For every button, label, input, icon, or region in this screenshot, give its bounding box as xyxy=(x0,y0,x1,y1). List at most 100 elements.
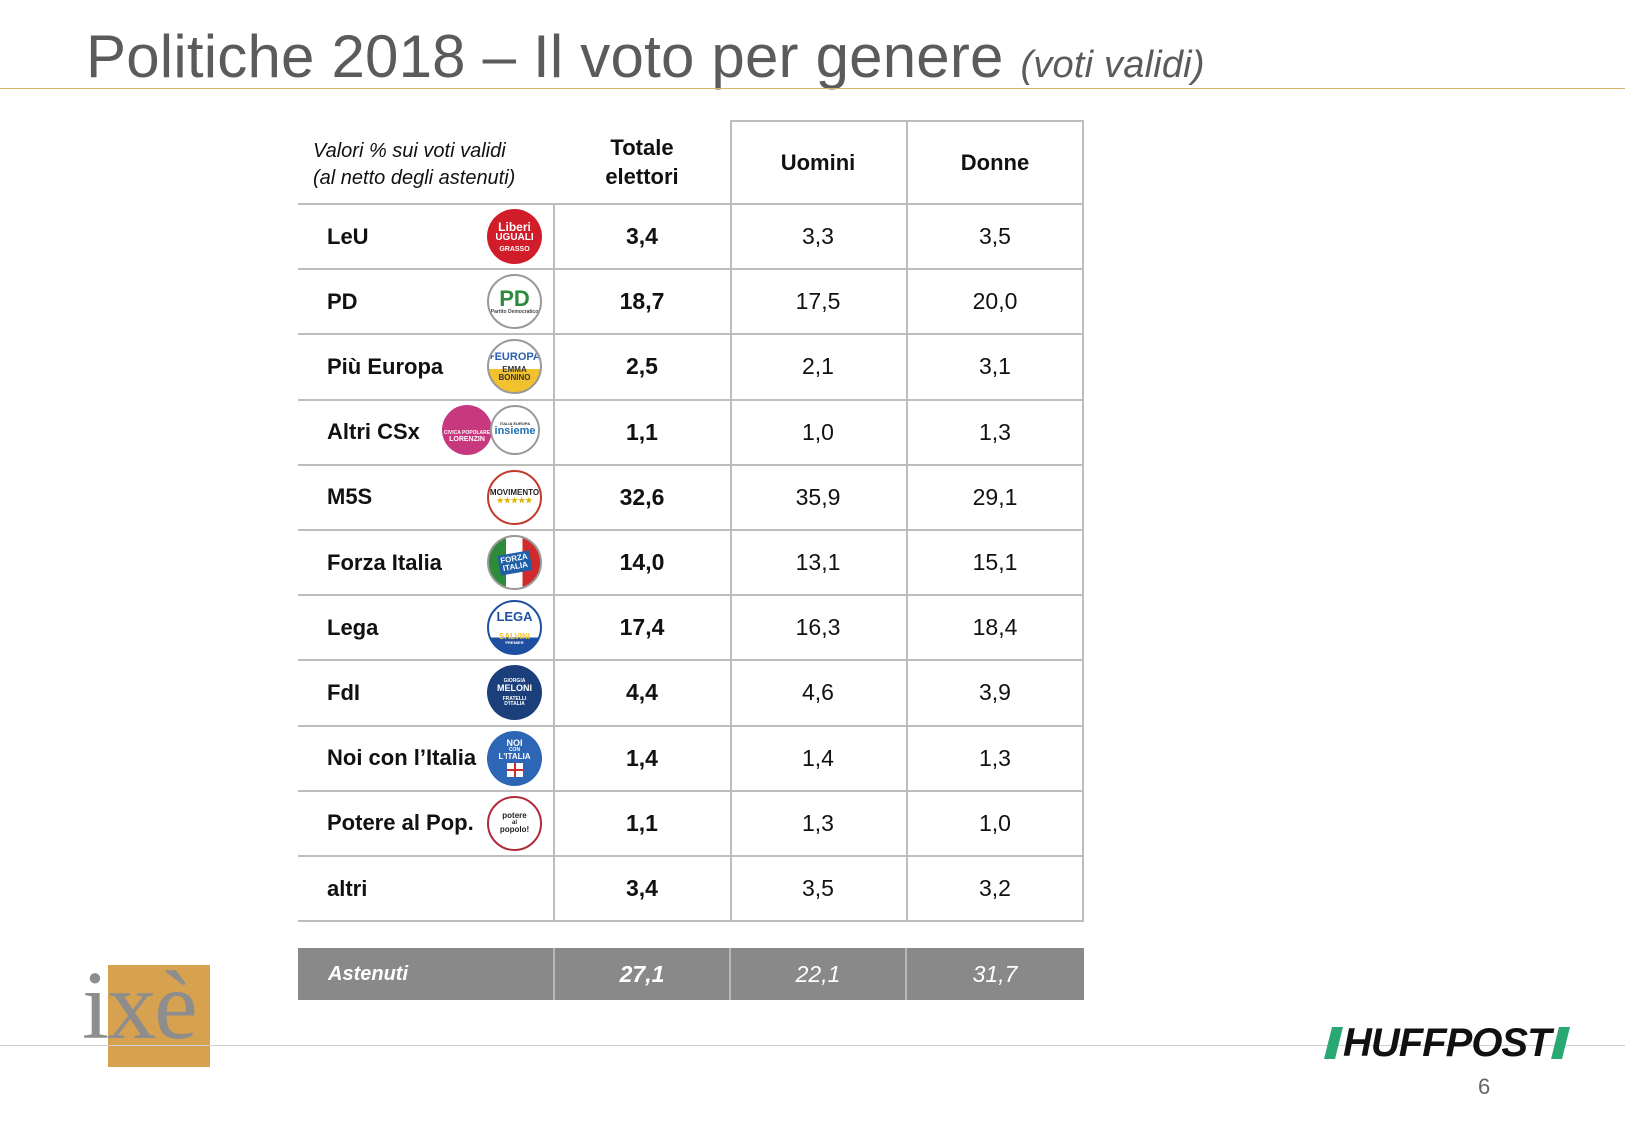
uomini-value: 35,9 xyxy=(795,483,841,510)
page-number: 6 xyxy=(1478,1074,1491,1099)
table-row: Noi con l’Italia NOI CON L'ITALIA 1,4 1,4 1,3 xyxy=(298,726,1084,791)
astenuti-separator xyxy=(729,948,731,1000)
donne-value: 1,3 xyxy=(979,418,1011,445)
uomini-value: 2,1 xyxy=(802,353,834,380)
totale-value: 2,5 xyxy=(626,353,658,380)
astenuti-separator xyxy=(553,948,555,1000)
uomini-value: 3,3 xyxy=(802,223,834,250)
totale-value: 3,4 xyxy=(626,223,658,250)
totale-value: 1,1 xyxy=(626,418,658,445)
party-name: Potere al Pop. xyxy=(327,810,474,836)
table-header: Valori % sui voti validi (al netto degli… xyxy=(298,120,1084,204)
party-cell: Potere al Pop. potere al popolo! xyxy=(298,791,554,856)
grid-hline xyxy=(298,789,1084,792)
party-cell: Forza Italia FORZA ITALIA xyxy=(298,530,554,595)
donne-value: 3,9 xyxy=(979,679,1011,706)
grid-hline xyxy=(298,529,1084,531)
title-divider xyxy=(0,88,1625,89)
grid-vline xyxy=(730,120,732,921)
table-note: Valori % sui voti validi (al netto degli… xyxy=(313,138,515,192)
logo-text: BONINO xyxy=(498,372,531,382)
totale-value: 17,4 xyxy=(619,614,665,641)
grid-hline xyxy=(298,855,1084,857)
uomini-value: 4,6 xyxy=(802,679,834,706)
results-table: Valori % sui voti validi (al netto degli… xyxy=(298,120,1084,923)
grid-vline xyxy=(1082,120,1084,921)
logo-text: Liberi xyxy=(498,219,531,234)
party-name: Lega xyxy=(327,614,379,640)
logo-text: PREMIER xyxy=(505,640,524,646)
col-header-uomini: Uomini xyxy=(780,149,856,175)
astenuti-separator xyxy=(905,948,907,1000)
party-name: altri xyxy=(327,875,368,901)
totale-value: 14,0 xyxy=(619,549,665,576)
donne-value: 1,3 xyxy=(979,744,1011,771)
party-name: Noi con l’Italia xyxy=(327,745,477,771)
logo-text: GRASSO xyxy=(499,245,530,253)
fratelli-italia-logo: GIORGIA MELONI FRATELLI D'ITALIA xyxy=(487,665,542,721)
party-cell: altri xyxy=(298,856,554,921)
astenuti-uomini: 22,1 xyxy=(795,960,841,987)
logo-text: D'ITALIA xyxy=(504,700,525,707)
astenuti-totale: 27,1 xyxy=(619,960,665,987)
logo-text: CIVICA POPOLARE xyxy=(443,429,491,436)
logo-text: SALVINI xyxy=(499,632,530,642)
party-name: Forza Italia xyxy=(327,549,442,575)
table-row: Forza Italia FORZA ITALIA 14,0 13,1 15,1 xyxy=(298,530,1084,595)
logo-text: LEGA xyxy=(496,609,533,625)
logo-text: GIORGIA xyxy=(503,677,526,684)
party-cell: LeU Liberi UGUALI GRASSO xyxy=(298,204,554,269)
party-cell: PD PD Partito Democratico xyxy=(298,269,554,334)
grid-vline xyxy=(553,204,555,921)
logo-text: PD xyxy=(499,286,530,312)
astenuti-donne: 31,7 xyxy=(972,960,1018,987)
donne-value: 3,5 xyxy=(979,223,1011,250)
title-subtitle: (voti validi) xyxy=(1020,44,1205,86)
grid-hline xyxy=(298,333,1084,336)
logo-text: NOI xyxy=(506,738,523,749)
donne-value: 20,0 xyxy=(972,288,1018,315)
logo-text: ★★★★★ xyxy=(496,496,533,506)
logo-text: L'ITALIA xyxy=(498,752,531,762)
grid-vline xyxy=(906,120,908,921)
astenuti-row: Astenuti 27,1 22,1 31,7 xyxy=(298,948,1084,1000)
totale-value: 4,4 xyxy=(626,679,658,706)
table-note-line1: Valori % sui voti validi xyxy=(313,140,506,162)
col-header-donne: Donne xyxy=(960,149,1030,175)
insieme-logo: ITALIA EUROPA insieme xyxy=(490,404,540,455)
logo-text: UGUALI xyxy=(495,231,534,243)
table-row: Altri CSx CIVICA POPOLARE LORENZIN ITALIA E… xyxy=(298,400,1084,465)
civica-insieme-logos: CIVICA POPOLARE LORENZIN ITALIA EUROPA insi… xyxy=(442,404,542,460)
table-row: Lega LEGA SALVINI PREMIER 17,4 16,3 18,4 xyxy=(298,595,1084,660)
table-note-line2: (al netto degli astenuti) xyxy=(313,167,516,189)
donne-value: 3,1 xyxy=(979,353,1011,380)
page-title: Politiche 2018 – Il voto per genere (vot… xyxy=(86,22,1205,91)
table-row: Più Europa +EUROPA EMMA BONINO 2,5 2,1 3,1 xyxy=(298,334,1084,399)
donne-value: 1,0 xyxy=(979,809,1011,836)
table-row: FdI GIORGIA MELONI FRATELLI D'ITALIA 4,4 4,6 3,… xyxy=(298,660,1084,725)
forza-italia-logo: FORZA ITALIA xyxy=(487,535,542,590)
donne-value: 18,4 xyxy=(972,614,1018,641)
pd-logo: PD Partito Democratico xyxy=(487,274,542,330)
title-main: Politiche 2018 – Il voto per genere xyxy=(86,23,1004,90)
logo-text: CON xyxy=(508,747,521,754)
grid-hline xyxy=(298,268,1084,271)
ixe-logo-block xyxy=(108,965,210,1067)
liberi-uguali-logo: Liberi UGUALI GRASSO xyxy=(487,209,542,264)
grid-hline xyxy=(298,920,1084,923)
logo-text: popolo! xyxy=(499,825,530,835)
logo-text: MOVIMENTO xyxy=(489,488,540,498)
donne-value: 3,2 xyxy=(979,875,1011,902)
grid-hline xyxy=(730,120,1084,122)
table-row: altri 3,4 3,5 3,2 xyxy=(298,856,1084,921)
party-cell: Lega LEGA SALVINI PREMIER xyxy=(298,595,554,660)
ixe-logo: ixè xyxy=(82,952,198,1060)
uomini-value: 1,3 xyxy=(802,809,834,836)
astenuti-label: Astenuti xyxy=(328,962,408,985)
logo-text: EMMA xyxy=(502,364,527,374)
movimento-5-stelle-logo: MOVIMENTO ★★★★★ xyxy=(487,469,542,525)
totale-value: 18,7 xyxy=(619,288,665,315)
table-row: LeU Liberi UGUALI GRASSO 3,4 3,3 3,5 xyxy=(298,204,1084,269)
logo-text: LORENZIN xyxy=(449,435,485,443)
totale-value: 3,4 xyxy=(626,875,658,902)
